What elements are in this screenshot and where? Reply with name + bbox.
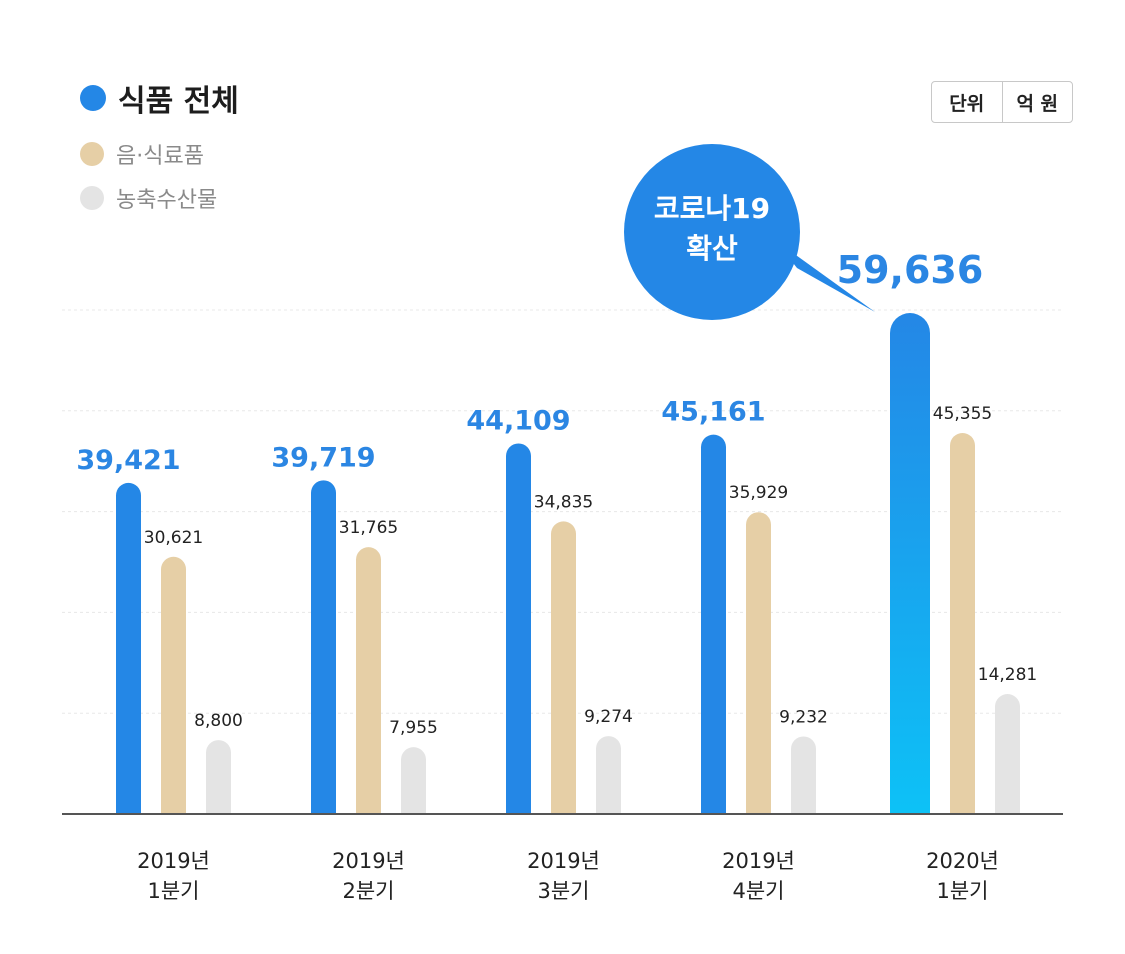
data-label-agri-2: 9,274: [584, 707, 633, 727]
x-tick-label-1-line2: 2분기: [342, 879, 394, 903]
unit-value: 억 원: [1016, 92, 1059, 115]
x-tick-label-1-line1: 2019년: [332, 849, 405, 873]
bar-agri-3: [791, 736, 816, 814]
x-tick-label-0-line1: 2019년: [137, 849, 210, 873]
data-label-processed-4: 45,355: [933, 404, 992, 424]
value-labels: 39,421 30,621 8,800 39,719 31,765 7,955 44,109…: [76, 248, 1037, 738]
data-label-processed-1: 31,765: [339, 518, 398, 538]
x-axis-ticks: 2019년 1분기 2019년 2분기 2019년 3분기 2019년 4분기 2020년 1분기: [137, 849, 999, 903]
bar-agri-1: [401, 747, 426, 814]
bar-total-1: [311, 480, 336, 814]
bar-agri-0: [206, 740, 231, 814]
bar-processed-2: [551, 521, 576, 814]
x-tick-label-2-line2: 3분기: [537, 879, 589, 903]
x-tick-label-3-line1: 2019년: [722, 849, 795, 873]
callout-bubble: [624, 144, 800, 320]
data-label-total-0: 39,421: [76, 445, 180, 476]
x-tick-label-4-line2: 1분기: [936, 879, 988, 903]
legend: 식품 전체 음·식료품 농축수산물: [80, 78, 239, 220]
data-label-agri-4: 14,281: [978, 665, 1037, 685]
legend-swatch-agri: [80, 186, 104, 210]
data-label-agri-1: 7,955: [389, 718, 438, 738]
callout-text-line1: 코로나19: [654, 192, 770, 225]
callout-tail: [775, 240, 875, 312]
legend-label-processed: 음·식료품: [116, 144, 204, 169]
unit-indicator: 단위 억 원: [931, 81, 1073, 123]
data-label-total-4: 59,636: [837, 248, 984, 292]
data-label-agri-3: 9,232: [779, 707, 828, 727]
data-label-total-1: 39,719: [271, 442, 375, 473]
bar-processed-0: [161, 556, 186, 814]
x-tick-label-4-line1: 2020년: [926, 849, 999, 873]
callout-text-line2: 확산: [686, 232, 738, 265]
legend-item-total: 식품 전체: [80, 78, 239, 119]
bar-processed-3: [746, 512, 771, 814]
bar-agri-4: [995, 694, 1020, 814]
legend-label-total: 식품 전체: [118, 84, 239, 119]
legend-item-processed: 음·식료품: [80, 132, 239, 176]
data-label-total-2: 44,109: [466, 405, 570, 436]
data-label-agri-0: 8,800: [194, 711, 243, 731]
bar-total-0: [116, 482, 141, 814]
bar-agri-2: [596, 736, 621, 814]
bars: [116, 313, 1020, 814]
legend-label-agri: 농축수산물: [116, 188, 218, 213]
x-tick-label-2-line1: 2019년: [527, 849, 600, 873]
data-label-processed-3: 35,929: [729, 483, 788, 503]
data-label-processed-2: 34,835: [534, 492, 593, 512]
data-label-total-3: 45,161: [661, 397, 765, 428]
bar-total-2: [506, 443, 531, 814]
legend-swatch-total: [80, 85, 106, 111]
x-tick-label-3-line2: 4분기: [732, 879, 784, 903]
unit-label: 단위: [932, 82, 1003, 122]
bar-processed-4: [950, 433, 975, 814]
bar-total-4: [890, 313, 930, 814]
data-label-processed-0: 30,621: [144, 528, 203, 548]
legend-swatch-processed: [80, 142, 104, 166]
legend-item-agri: 농축수산물: [80, 176, 239, 220]
covid-callout: 코로나19 확산: [624, 144, 875, 320]
bar-total-3: [701, 434, 726, 814]
x-tick-label-0-line2: 1분기: [147, 879, 199, 903]
bar-processed-1: [356, 547, 381, 814]
